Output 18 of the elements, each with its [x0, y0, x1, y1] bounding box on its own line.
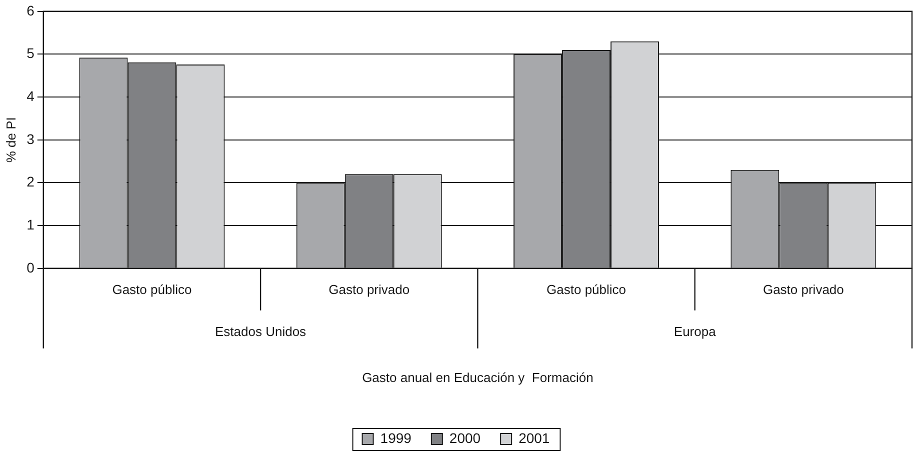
text: Estados Unidos — [215, 324, 307, 339]
y-tick-label: 1 — [26, 216, 35, 232]
y-tick-label: 3 — [26, 130, 35, 147]
legend-label: 2000 — [449, 430, 481, 446]
text: Europa — [674, 324, 717, 339]
legend-label: 1999 — [380, 430, 412, 446]
x-tick-label: Gasto privado — [762, 282, 844, 297]
x-tick-label: Gasto público — [112, 282, 192, 297]
y-tick-label: 0 — [26, 259, 35, 276]
y-tick-label: 4 — [26, 88, 35, 104]
y-tick-label: 6 — [26, 2, 35, 18]
text: Gasto anual en Educación y Formación — [362, 370, 594, 385]
legend-label: 2001 — [518, 430, 550, 446]
x-tick-label: Gasto público — [546, 282, 626, 297]
y-tick-label: 2 — [26, 174, 35, 190]
x-tick-label: Gasto privado — [328, 282, 410, 297]
y-axis-title: % de PI — [3, 117, 18, 163]
y-tick-label: 5 — [26, 45, 35, 62]
